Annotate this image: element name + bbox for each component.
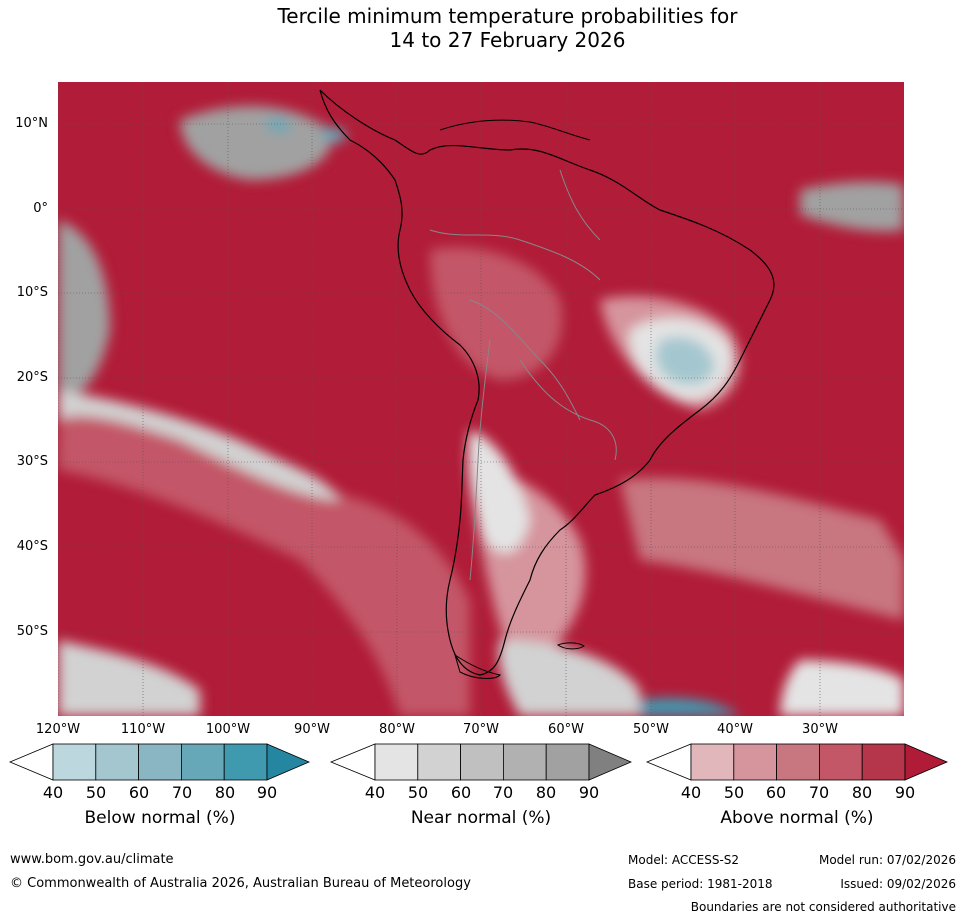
below-normal-brazil — [655, 336, 715, 385]
above-band-andes — [430, 247, 562, 380]
near-colorbar-segment — [417, 743, 461, 781]
below-colorbar-segment — [95, 743, 140, 781]
lon-label-100w: 100°W — [205, 722, 251, 737]
lat-label-10n: 10°N — [15, 116, 48, 131]
title-line-2: 14 to 27 February 2026 — [389, 28, 626, 52]
lon-label-50w: 50°W — [633, 722, 669, 737]
lat-label-20s: 20°S — [16, 370, 48, 385]
below-tick-40: 40 — [42, 783, 64, 802]
above-colorbar-segment — [733, 743, 777, 781]
below-normal-pacific-spot — [265, 118, 291, 133]
map-title: Tercile minimum temperature probabilitie… — [0, 4, 965, 52]
near-colorbar-max-arrow — [588, 743, 633, 781]
near-tick-80: 80 — [535, 783, 557, 802]
above-colorbar-max-arrow — [904, 743, 949, 781]
above-normal-label: Above normal (%) — [720, 808, 874, 828]
near-tick-50: 50 — [407, 783, 429, 802]
below-normal-south — [640, 698, 740, 716]
lat-label-30s: 30°S — [16, 454, 48, 469]
south-america-coastline — [319, 89, 775, 676]
above-band-south-atlantic — [620, 478, 904, 620]
near-normal-southeast — [780, 660, 904, 716]
above-normal-colorbar — [645, 743, 949, 781]
model-text: Model: ACCESS-S2 — [628, 853, 740, 867]
tierra-del-fuego — [454, 653, 502, 679]
above-band-south-pacific — [58, 390, 470, 716]
lon-label-40w: 40°W — [717, 722, 753, 737]
below-tick-50: 50 — [85, 783, 107, 802]
country-borders — [429, 169, 617, 581]
near-tick-70: 70 — [492, 783, 514, 802]
near-normal-colorbar — [329, 743, 633, 781]
lat-label-10s: 10°S — [16, 285, 48, 300]
near-colorbar-segment — [460, 743, 504, 781]
above-tick-70: 70 — [808, 783, 830, 802]
near-colorbar-segment — [502, 743, 547, 781]
lon-label-120w: 120°W — [35, 722, 81, 737]
colorbars — [8, 743, 949, 781]
lon-label-30w: 30°W — [802, 722, 838, 737]
above-tick-40: 40 — [680, 783, 702, 802]
near-normal-southwest — [58, 640, 200, 716]
below-tick-90: 90 — [256, 783, 278, 802]
above-colorbar-segment — [819, 743, 863, 781]
below-colorbar-segment — [138, 743, 182, 781]
below-colorbar-min-arrow — [8, 743, 54, 781]
model-run-text: Model run: 07/02/2026 — [818, 853, 956, 867]
above-colorbar-segment — [690, 743, 735, 781]
above-tick-60: 60 — [765, 783, 787, 802]
falkland-islands — [556, 642, 585, 650]
lat-label-0: 0° — [33, 201, 48, 216]
near-normal-atlantic — [800, 181, 904, 232]
below-tick-70: 70 — [171, 783, 193, 802]
above-colorbar-min-arrow — [645, 743, 692, 781]
caribbean-coast — [439, 119, 591, 141]
base-period-text: Base period: 1981-2018 — [628, 877, 773, 891]
below-normal-label: Below normal (%) — [84, 808, 236, 828]
near-tick-60: 60 — [450, 783, 472, 802]
near-normal-drake — [498, 640, 640, 716]
issued-text: Issued: 09/02/2026 — [840, 877, 956, 891]
near-colorbar-min-arrow — [329, 743, 376, 781]
below-colorbar-max-arrow — [266, 743, 311, 781]
above-tick-90: 90 — [894, 783, 916, 802]
below-colorbar-segment — [52, 743, 97, 781]
lon-label-110w: 110°W — [120, 722, 166, 737]
below-normal-pacific-spot-2 — [320, 127, 346, 143]
below-normal-colorbar — [8, 743, 311, 781]
below-colorbar-segment — [180, 743, 225, 781]
above-colorbar-segment — [861, 743, 906, 781]
near-colorbar-segment — [374, 743, 419, 781]
near-normal-argentina — [468, 430, 530, 554]
near-tick-40: 40 — [364, 783, 386, 802]
lat-label-50s: 50°S — [16, 624, 48, 639]
title-line-1: Tercile minimum temperature probabilitie… — [277, 4, 738, 28]
above-tick-80: 80 — [851, 783, 873, 802]
map-field — [58, 82, 904, 716]
above-colorbar-segment — [776, 743, 820, 781]
lon-label-90w: 90°W — [294, 722, 330, 737]
disclaimer-text: Boundaries are not considered authoritat… — [690, 900, 956, 914]
above-normal-background — [58, 82, 904, 716]
below-tick-60: 60 — [128, 783, 150, 802]
below-colorbar-segment — [223, 743, 268, 781]
below-tick-80: 80 — [214, 783, 236, 802]
lat-label-40s: 40°S — [16, 539, 48, 554]
near-normal-central-america-pacific — [180, 106, 332, 180]
lon-label-70w: 70°W — [463, 722, 499, 737]
lon-label-80w: 80°W — [379, 722, 415, 737]
near-normal-band-south-pacific — [58, 390, 340, 500]
near-colorbar-segment — [545, 743, 590, 781]
near-normal-label: Near normal (%) — [410, 808, 552, 828]
lon-label-60w: 60°W — [548, 722, 584, 737]
near-tick-90: 90 — [578, 783, 600, 802]
website-link[interactable]: www.bom.gov.au/climate — [10, 852, 174, 867]
gridlines — [58, 82, 904, 716]
copyright-text: © Commonwealth of Australia 2026, Austra… — [10, 876, 471, 891]
near-normal-east-pacific — [58, 220, 110, 400]
above-tick-50: 50 — [723, 783, 745, 802]
